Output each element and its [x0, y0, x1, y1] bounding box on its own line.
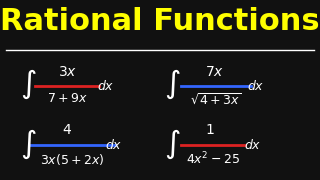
Text: $3x$: $3x$ — [58, 65, 77, 79]
Text: $4x^2-25$: $4x^2-25$ — [186, 151, 240, 168]
Text: $4$: $4$ — [62, 123, 72, 138]
Text: $dx$: $dx$ — [247, 78, 265, 93]
Text: $dx$: $dx$ — [105, 138, 122, 152]
Text: Rational Functions: Rational Functions — [0, 7, 320, 36]
Text: $7 + 9x$: $7 + 9x$ — [47, 92, 88, 105]
Text: $1$: $1$ — [205, 123, 214, 138]
Text: $\int$: $\int$ — [164, 127, 181, 161]
Text: $\int$: $\int$ — [20, 127, 37, 161]
Text: $\sqrt{4+3x}$: $\sqrt{4+3x}$ — [190, 92, 242, 107]
Text: $7x$: $7x$ — [205, 65, 224, 79]
Text: $dx$: $dx$ — [97, 78, 114, 93]
Text: $dx$: $dx$ — [244, 138, 261, 152]
Text: $\int$: $\int$ — [20, 68, 37, 101]
Text: $3x(5+2x)$: $3x(5+2x)$ — [40, 152, 104, 167]
Text: $\int$: $\int$ — [164, 68, 181, 101]
